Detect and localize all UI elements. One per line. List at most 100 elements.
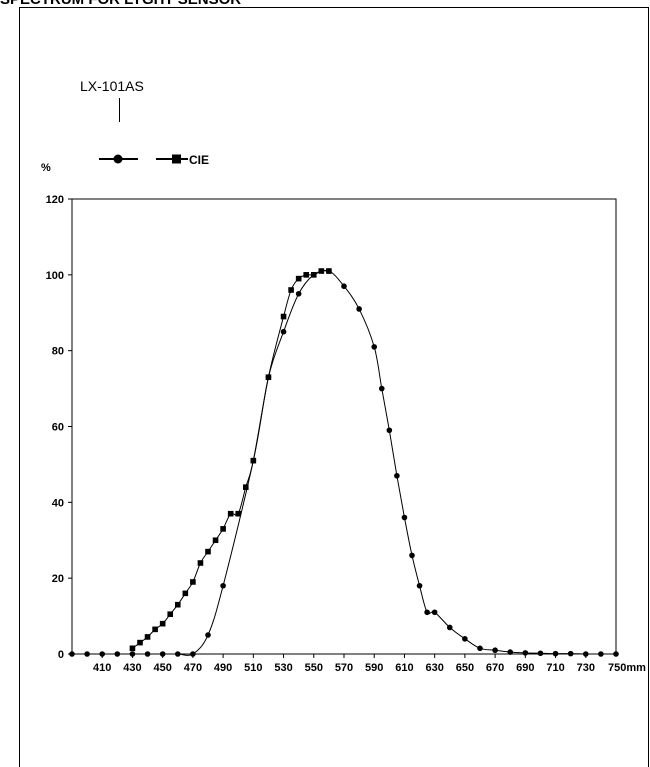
- x-tick-label: 570: [335, 662, 353, 674]
- legend-marker-cie: [172, 154, 181, 164]
- cie-data-point: [303, 272, 310, 278]
- sensor-data-point: [386, 427, 393, 434]
- sensor-callout-line: [119, 98, 120, 122]
- cie-data-point: [167, 611, 174, 617]
- y-tick-label: 40: [52, 497, 64, 509]
- y-tick-label: 120: [46, 194, 64, 206]
- x-tick-label: 450: [153, 662, 171, 674]
- sensor-data-point: [280, 328, 287, 335]
- cie-data-point: [288, 287, 294, 293]
- sensor-data-point: [477, 645, 483, 652]
- sensor-data-point: [537, 650, 544, 657]
- cie-data-point: [190, 579, 196, 585]
- sensor-data-point: [552, 650, 559, 657]
- sensor-data-point: [394, 472, 400, 479]
- cie-series-line: [132, 270, 329, 649]
- cie-data-point: [250, 457, 257, 464]
- cie-data-point: [280, 313, 287, 320]
- cie-data-point: [129, 645, 136, 652]
- x-tick-label: 710: [546, 662, 564, 674]
- cie-data-point: [137, 639, 143, 646]
- cie-data-point: [174, 601, 181, 608]
- sensor-data-point: [522, 650, 529, 656]
- cie-data-point: [144, 634, 151, 640]
- x-tick-label: 470: [184, 662, 202, 674]
- y-tick-label: 80: [52, 346, 64, 358]
- x-tick-label: 750mm: [608, 662, 646, 674]
- sensor-data-point: [174, 651, 181, 657]
- sensor-data-point: [507, 649, 514, 655]
- sensor-data-point: [378, 385, 385, 392]
- sensor-data-point: [582, 651, 589, 657]
- cie-data-point: [220, 526, 226, 532]
- y-tick-label: 60: [52, 422, 64, 434]
- x-tick-label: 430: [123, 662, 141, 674]
- sensor-data-point: [613, 651, 619, 657]
- x-tick-label: 410: [93, 662, 111, 674]
- cie-data-point: [205, 548, 211, 555]
- sensor-data-point: [341, 283, 347, 290]
- sensor-data-point: [114, 651, 121, 657]
- sensor-data-point: [144, 651, 151, 657]
- cie-data-point: [310, 272, 317, 278]
- sensor-data-point: [190, 651, 196, 657]
- sensor-data-point: [416, 582, 423, 589]
- sensor-label: LX-101AS: [80, 78, 144, 94]
- cie-data-point: [182, 590, 189, 597]
- x-tick-label: 690: [516, 662, 534, 674]
- cie-data-point: [242, 484, 249, 490]
- cie-data-point: [152, 626, 158, 633]
- y-tick-label: 20: [52, 573, 64, 585]
- x-tick-label: 530: [274, 662, 292, 674]
- x-tick-label: 630: [425, 662, 443, 674]
- cie-data-point: [235, 510, 242, 517]
- chart-frame: [19, 7, 649, 767]
- x-tick-label: 550: [305, 662, 323, 674]
- sensor-data-point: [598, 651, 604, 657]
- cie-data-point: [227, 510, 234, 517]
- sensor-data-point: [99, 651, 106, 657]
- sensor-data-point: [424, 609, 430, 616]
- sensor-data-point: [356, 306, 362, 312]
- x-tick-label: 610: [395, 662, 413, 674]
- legend: CIE: [99, 153, 209, 167]
- sensor-data-point: [431, 609, 438, 616]
- page-title: SPECTRUM FOR LYGHT SENSOR: [0, 0, 241, 8]
- x-axis: 410 430 450 470 490 510 530 550 570 590 610 630 650 6…: [93, 654, 646, 674]
- sensor-data-point: [401, 514, 408, 521]
- sensor-data-point: [409, 552, 415, 559]
- sensor-data-point: [567, 650, 574, 657]
- x-tick-label: 490: [214, 662, 232, 674]
- x-tick-label: 730: [577, 662, 595, 674]
- cie-data-point: [318, 268, 325, 274]
- cie-data-point: [326, 268, 332, 274]
- cie-data-point: [265, 374, 272, 381]
- series-lines: [72, 269, 616, 656]
- sensor-data-point: [205, 632, 211, 638]
- sensor-data-point: [492, 647, 498, 654]
- series-markers: [69, 268, 619, 657]
- sensor-data-point: [129, 651, 136, 657]
- cie-data-point: [295, 275, 302, 282]
- y-axis: 0 20 40 60 80 100 120: [46, 194, 72, 661]
- cie-data-point: [197, 560, 204, 566]
- y-axis-unit-label: %: [41, 162, 51, 174]
- sensor-data-point: [462, 636, 468, 642]
- x-tick-label: 670: [486, 662, 504, 674]
- sensor-data-point: [84, 651, 90, 657]
- y-tick-label: 100: [46, 270, 64, 282]
- legend-label-cie: CIE: [189, 153, 209, 167]
- sensor-data-point: [295, 290, 302, 297]
- x-tick-label: 510: [244, 662, 262, 674]
- x-tick-label: 650: [456, 662, 474, 674]
- plot-area: [71, 198, 617, 655]
- sensor-data-point: [159, 651, 166, 657]
- sensor-data-point: [446, 624, 453, 631]
- cie-data-point: [212, 537, 219, 544]
- sensor-data-point: [69, 651, 75, 657]
- sensor-data-point: [220, 582, 226, 589]
- sensor-data-point: [371, 344, 378, 350]
- legend-marker-sensor: [113, 154, 123, 164]
- cie-data-point: [159, 620, 166, 627]
